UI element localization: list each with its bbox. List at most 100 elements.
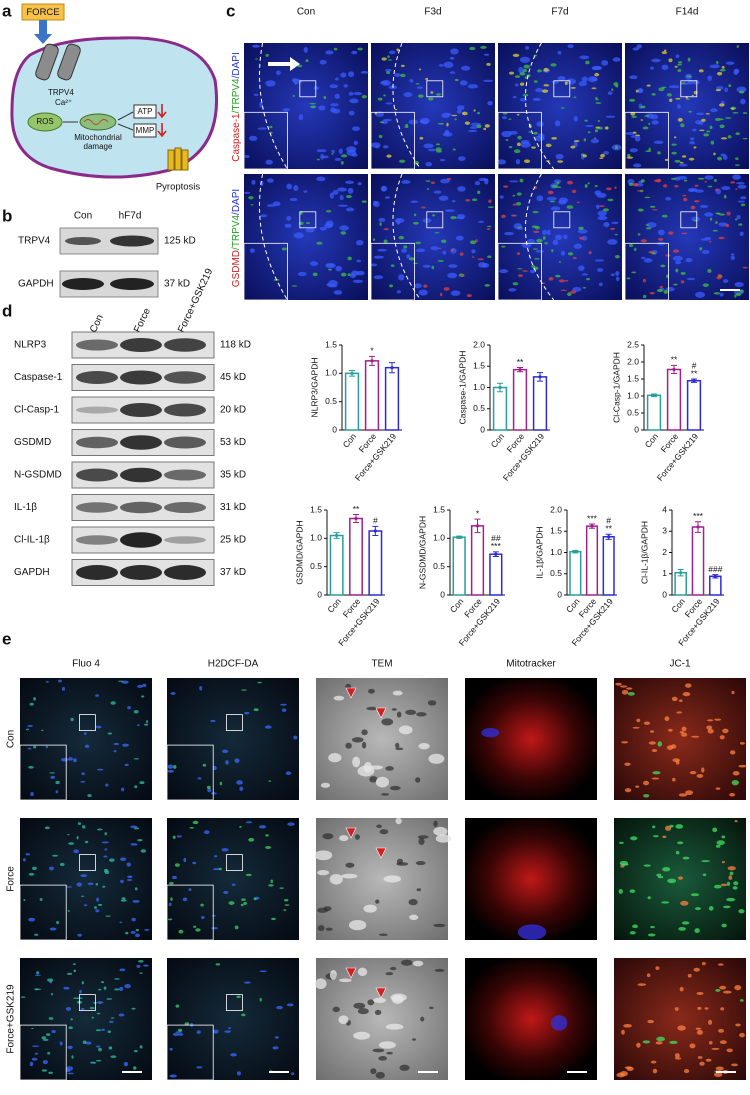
cell-signal	[696, 112, 705, 116]
cell-signal	[332, 189, 339, 195]
channel-label: TRPV4	[48, 88, 74, 97]
cell-signal	[716, 840, 725, 846]
cell-signal	[587, 76, 598, 83]
cell-signal	[372, 1048, 385, 1053]
cell-signal	[253, 708, 259, 712]
cell-signal	[360, 71, 369, 74]
cell-signal	[80, 874, 88, 878]
ros-label: ROS	[36, 117, 53, 126]
cell-signal	[192, 820, 199, 825]
cell-signal	[671, 696, 678, 702]
bar	[512, 368, 528, 431]
cell-signal	[563, 234, 568, 240]
cell-signal	[669, 1040, 678, 1044]
cell-signal	[735, 132, 740, 136]
y-tick-label: 0	[662, 589, 667, 599]
cell-signal	[425, 180, 431, 182]
inset	[624, 111, 669, 170]
cell-signal	[127, 706, 131, 710]
cell-signal	[512, 282, 519, 286]
cell-signal	[657, 151, 661, 155]
cell-signal	[29, 1061, 34, 1067]
cell-signal	[678, 793, 688, 797]
protein-label: IL-1β	[14, 502, 37, 513]
cell-signal	[731, 1063, 739, 1067]
cell-signal	[707, 75, 713, 81]
cell-signal	[523, 64, 530, 69]
cell-signal	[422, 264, 431, 268]
cell-signal	[387, 55, 390, 59]
roi-box	[299, 80, 317, 98]
cell-signal	[146, 720, 149, 724]
inset	[19, 884, 67, 941]
cell-signal	[101, 1028, 105, 1031]
cell-signal	[708, 1041, 713, 1045]
cell-signal	[95, 909, 100, 913]
cell-signal	[330, 103, 339, 107]
cell-signal	[391, 708, 397, 711]
cell-signal	[425, 161, 433, 167]
cell-signal	[51, 1029, 56, 1034]
band	[76, 371, 118, 384]
significance: #	[373, 516, 378, 526]
channel	[35, 43, 59, 81]
cell-signal	[379, 829, 389, 835]
cell-signal	[735, 188, 738, 190]
significance: **	[691, 368, 698, 378]
roi-box	[225, 994, 243, 1011]
cell-signal	[619, 841, 624, 844]
cell-signal	[134, 827, 140, 830]
cell-signal	[505, 139, 509, 141]
row-label: Force+GSK219	[6, 984, 17, 1054]
cell-signal	[175, 1004, 180, 1008]
cell-signal	[435, 834, 452, 843]
cell-signal	[694, 907, 701, 911]
cell-signal	[338, 148, 343, 155]
cell-signal	[189, 826, 194, 829]
cell-signal	[519, 97, 528, 102]
cell-signal	[286, 1003, 294, 1007]
cell-signal	[585, 60, 590, 65]
cell-signal	[144, 929, 150, 931]
cell-signal	[119, 968, 126, 972]
cell-signal	[340, 231, 347, 235]
cell-signal	[341, 873, 358, 879]
y-tick-label: 1.5	[433, 504, 445, 514]
cell-signal	[724, 87, 729, 93]
micrograph	[20, 958, 152, 1080]
cell-signal	[63, 986, 70, 990]
cell-signal	[636, 718, 641, 723]
cell-signal	[366, 706, 379, 711]
cell-signal	[706, 719, 714, 722]
cell-signal	[345, 742, 352, 749]
cell-signal	[721, 835, 726, 839]
cell-signal	[517, 135, 522, 140]
x-tick-label: Con	[341, 431, 359, 450]
lane-label: hF7d	[119, 211, 142, 222]
cell-signal	[514, 75, 521, 78]
cell-signal	[279, 887, 284, 889]
cell-signal	[383, 239, 388, 244]
cell-signal	[673, 249, 680, 253]
cell-signal	[450, 216, 457, 220]
cell-signal	[196, 1066, 203, 1069]
cell-signal	[82, 1040, 87, 1044]
cell-signal	[564, 81, 568, 86]
cell-signal	[444, 129, 450, 136]
cell-signal	[591, 66, 602, 71]
cell-signal	[690, 205, 696, 210]
cell-signal	[395, 817, 402, 825]
protein-label: GAPDH	[18, 279, 54, 290]
cell-signal	[542, 229, 548, 236]
cell-signal	[429, 1006, 434, 1010]
data-point	[590, 524, 594, 528]
pointer	[375, 987, 387, 999]
cell-signal	[452, 148, 456, 151]
cell-signal	[303, 46, 308, 53]
cell-signal	[95, 725, 102, 729]
cell-signal	[502, 112, 508, 115]
inset	[497, 111, 542, 170]
roi-box	[79, 714, 96, 731]
boundary	[392, 173, 422, 301]
cell-signal	[610, 227, 616, 230]
